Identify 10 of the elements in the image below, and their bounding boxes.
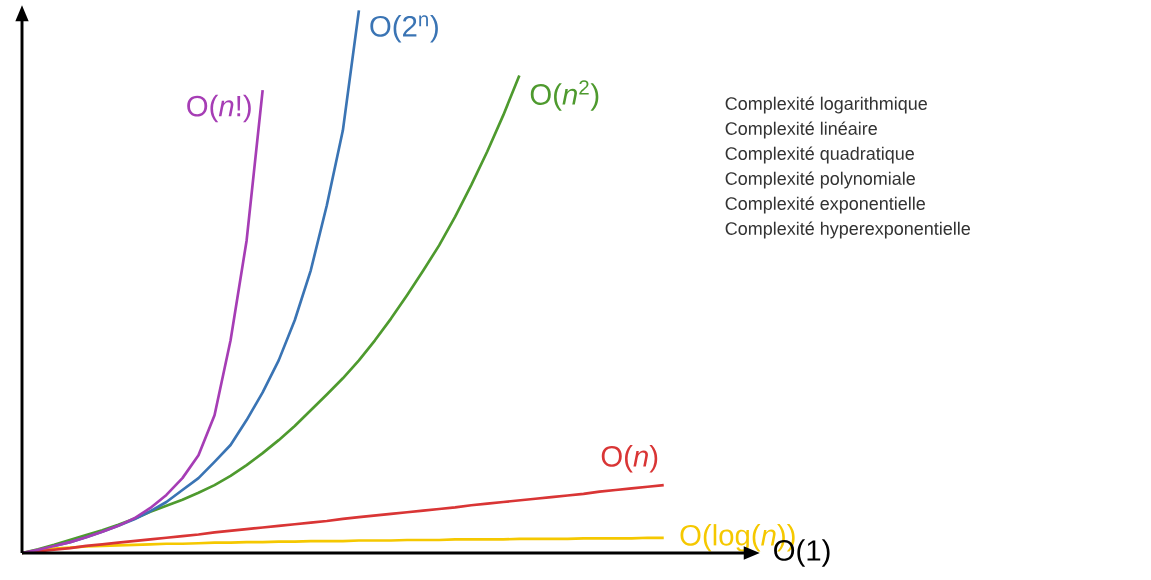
text: Complexité quadratique (725, 146, 914, 164)
series-label: O(n) (601, 445, 658, 473)
text: Complexité exponentielle (725, 196, 925, 214)
series-label: O(n!) (187, 94, 251, 123)
text: Complexité logarithmique (725, 96, 927, 114)
series-label: O(2$^{n}$) (370, 15, 438, 43)
text: Complexité linéaire (725, 121, 877, 139)
text: Complexité polynomiale (725, 171, 915, 189)
text: Complexité hyperexponentielle (725, 221, 971, 239)
series-label: O(n$^{2}$) (530, 80, 599, 111)
